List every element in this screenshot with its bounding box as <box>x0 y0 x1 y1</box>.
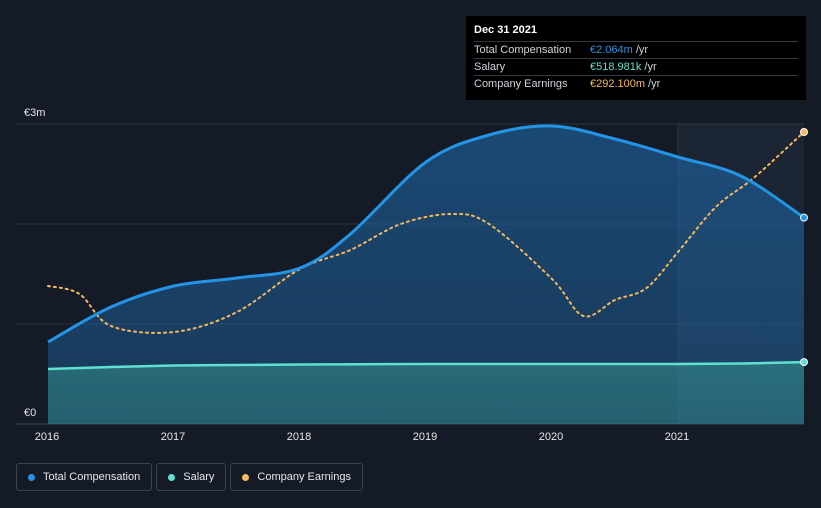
y-tick-label: €3m <box>24 107 45 119</box>
company-earnings-end-point <box>800 128 808 136</box>
tooltip-value-company-earnings: €292.100m <box>590 78 646 90</box>
tooltip-unit: /yr <box>635 44 649 56</box>
tooltip-date: Dec 31 2021 <box>474 24 537 36</box>
salary-end-point <box>800 358 808 367</box>
tooltip-label: Company Earnings <box>474 78 568 90</box>
tooltip-value-salary: €518.981k <box>590 61 642 73</box>
x-tick-label: 2021 <box>665 431 689 443</box>
salary-area <box>48 362 804 424</box>
legend-label: Company Earnings <box>257 471 351 483</box>
tooltip-row-salary: Salary €518.981k /yr <box>474 58 798 75</box>
legend-item-company-earnings[interactable]: Company Earnings <box>230 463 363 491</box>
tooltip-value-total-compensation: €2.064m <box>590 44 633 56</box>
legend-dot-icon <box>28 473 35 481</box>
total-compensation-end-point <box>800 213 808 222</box>
x-tick-label: 2017 <box>161 431 185 443</box>
x-tick-label: 2020 <box>539 431 563 443</box>
total-compensation-area <box>48 125 804 424</box>
tooltip-row-company-earnings: Company Earnings €292.100m /yr <box>474 75 798 92</box>
legend-dot-icon <box>242 473 250 481</box>
tooltip-unit: /yr <box>648 78 661 90</box>
tooltip-label: Total Compensation <box>474 44 572 56</box>
total-compensation-line <box>47 124 805 344</box>
legend-item-total-compensation[interactable]: Total Compensation <box>16 463 153 491</box>
salary-line <box>47 360 805 371</box>
legend-dot-icon <box>168 473 176 481</box>
legend-item-salary[interactable]: Salary <box>156 463 227 491</box>
tooltip-label: Salary <box>474 61 506 73</box>
legend-label: Total Compensation <box>43 471 141 483</box>
x-tick-label: 2018 <box>287 431 311 443</box>
legend: Total Compensation Salary Company Earnin… <box>16 463 363 491</box>
x-tick-label: 2016 <box>35 431 59 443</box>
x-tick-label: 2019 <box>413 431 437 443</box>
legend-label: Salary <box>183 471 215 483</box>
y-tick-label: €0 <box>24 407 36 419</box>
tooltip: Dec 31 2021 Total Compensation €2.064m /… <box>466 16 806 100</box>
tooltip-unit: /yr <box>644 61 657 73</box>
tooltip-row-total-compensation: Total Compensation €2.064m /yr <box>474 41 798 58</box>
